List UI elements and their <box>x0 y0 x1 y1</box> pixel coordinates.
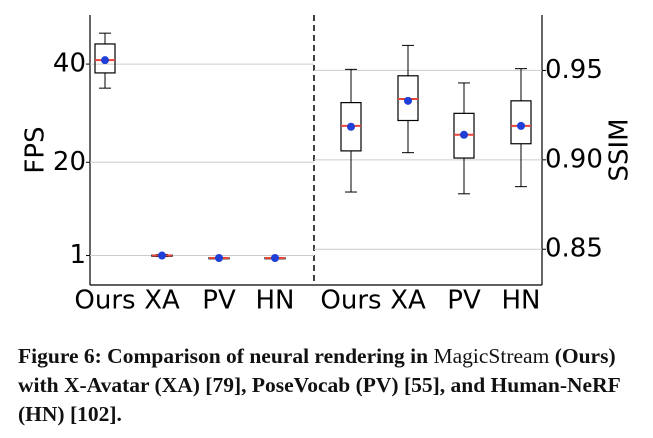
x-tick-label: HN <box>256 286 295 316</box>
x-tick-label: PV <box>202 286 236 316</box>
mean <box>101 56 109 65</box>
mean <box>460 130 468 139</box>
mean <box>517 121 525 130</box>
mean <box>215 254 223 262</box>
x-tick-label: Ours <box>74 286 135 316</box>
y-tick-label: 40 <box>53 49 86 79</box>
y-tick-label: 20 <box>53 147 86 177</box>
y-axis-label: SSIM <box>605 118 635 181</box>
y-tick-label: 0.95 <box>545 55 603 85</box>
mean <box>271 254 279 262</box>
y-tick-label: 0.90 <box>545 144 603 174</box>
caption-text: (Ours) with X-Avatar (XA) [79], PoseVoca… <box>18 344 620 426</box>
y-tick-label: 1 <box>69 240 86 270</box>
y-axis-label: FPS <box>21 126 51 173</box>
x-tick-label: Ours <box>320 286 381 316</box>
x-tick-label: XA <box>390 286 426 316</box>
mean <box>158 251 166 260</box>
x-tick-label: PV <box>447 286 481 316</box>
caption-text: Figure 6: Comparison of neural rendering… <box>18 344 434 368</box>
caption-text: MagicStream <box>433 344 550 368</box>
mean <box>347 122 355 131</box>
box <box>510 100 532 145</box>
x-tick-label: HN <box>502 286 541 316</box>
box <box>94 43 116 74</box>
caption: Figure 6: Comparison of neural rendering… <box>18 342 643 429</box>
x-tick-label: XA <box>144 286 180 316</box>
mean <box>404 96 412 105</box>
y-tick-label: 0.85 <box>545 234 603 264</box>
